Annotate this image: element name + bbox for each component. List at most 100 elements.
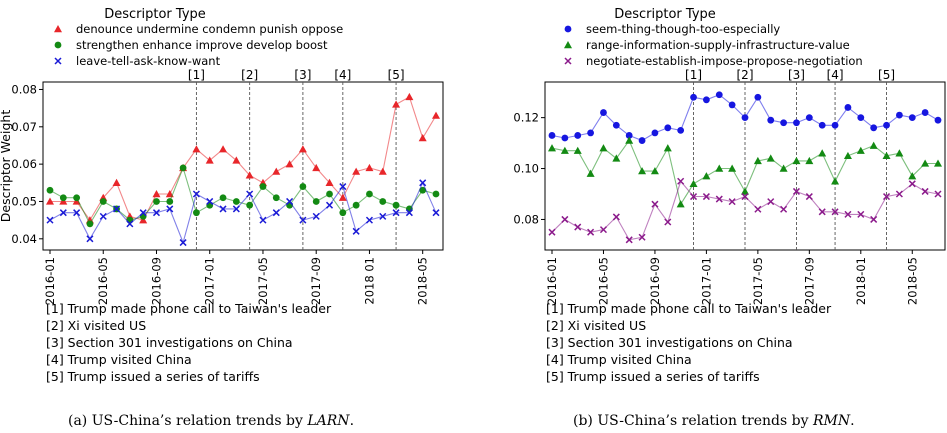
data-point (418, 134, 427, 142)
data-point (702, 172, 711, 180)
data-point (392, 201, 400, 209)
series-1 (548, 91, 942, 144)
legend-entry: leave-tell-ask-know-want (76, 54, 221, 68)
event-marker-label: [5] (878, 68, 895, 82)
data-point (365, 163, 374, 172)
data-point (638, 167, 647, 175)
data-point (379, 212, 387, 220)
data-point (574, 132, 582, 139)
data-point (272, 194, 280, 202)
y-tick-label: 0.06 (11, 157, 37, 171)
data-point (352, 201, 360, 209)
data-point (560, 146, 569, 154)
y-axis-label: Descriptor Weight (0, 110, 13, 223)
data-point (205, 156, 214, 164)
data-point (153, 198, 160, 205)
event-marker-label: [1] (188, 68, 205, 82)
data-point (219, 205, 227, 213)
data-point (312, 212, 320, 220)
data-point (298, 145, 307, 153)
legend-marker (564, 25, 572, 33)
x-tick-label: 2017-09 (802, 257, 816, 305)
x-tick-label: 2017-05 (751, 257, 765, 305)
data-point (728, 198, 736, 206)
x-tick-label: 2017-01 (699, 257, 713, 305)
event-note-b-5: [5] Trump issued a series of tariffs (546, 369, 760, 384)
legend-marker (564, 41, 572, 49)
y-tick-label: 0.10 (513, 162, 539, 176)
x-tick-label: 2016-09 (648, 257, 662, 305)
data-point (766, 154, 775, 162)
event-note-b-1: [1] Trump made phone call to Taiwan's le… (546, 301, 832, 316)
data-point (612, 154, 621, 162)
x-tick-label: 2016-01 (43, 257, 57, 305)
series-2 (46, 164, 440, 228)
x-tick-label: 2018 01 (362, 257, 376, 305)
legend-marker (54, 57, 62, 65)
event-marker-label: [4] (827, 68, 844, 82)
data-point (883, 121, 890, 129)
data-point (676, 200, 685, 208)
x-tick-label: 2016-01 (545, 257, 559, 305)
event-marker-label: [3] (294, 68, 311, 82)
legend-entry: seem-thing-though-too-especially (586, 22, 780, 36)
data-point (805, 193, 813, 201)
caption-b: (b) US-China’s relation trends by RMN. (573, 413, 855, 429)
data-point (792, 156, 801, 165)
data-point (883, 193, 891, 201)
data-point (844, 210, 852, 218)
data-point (896, 111, 903, 119)
data-point (586, 169, 595, 177)
data-point (352, 167, 361, 175)
data-point (921, 187, 929, 195)
data-point (325, 201, 334, 209)
event-marker-label: [4] (334, 68, 351, 82)
data-point (86, 235, 94, 243)
event-note-b-4: [4] Trump visited China (546, 352, 692, 367)
data-point (339, 209, 347, 217)
legend-marker (54, 41, 62, 49)
event-note-a-1: [1] Trump made phone call to Taiwan's le… (46, 301, 332, 316)
x-tick-label: 2016-09 (149, 257, 163, 305)
data-point (921, 159, 930, 167)
event-marker-label: [2] (241, 68, 258, 82)
y-tick-label: 0.07 (11, 120, 37, 134)
data-point (908, 172, 917, 180)
data-point (548, 144, 556, 152)
data-point (286, 197, 294, 205)
data-point (856, 146, 865, 154)
data-point (754, 93, 762, 101)
data-point (392, 100, 401, 108)
series-3 (548, 177, 942, 244)
data-point (285, 160, 294, 168)
data-point (831, 121, 839, 129)
data-point (166, 198, 174, 205)
data-point (741, 193, 749, 201)
data-point (548, 228, 556, 236)
data-point (651, 129, 659, 137)
data-point (767, 198, 775, 206)
event-note-a-5: [5] Trump issued a series of tariffs (46, 369, 260, 384)
data-point (599, 144, 608, 152)
data-point (352, 227, 360, 235)
data-point (664, 124, 672, 132)
event-note-a-4: [4] Trump visited China (46, 352, 192, 367)
legend-marker (564, 57, 572, 65)
series-2 (548, 136, 942, 208)
data-point (843, 151, 852, 160)
data-point (561, 134, 569, 142)
data-point (908, 114, 916, 122)
data-point (365, 216, 373, 224)
y-tick-label: 0.05 (11, 194, 37, 208)
data-point (338, 193, 347, 201)
data-point (651, 200, 659, 208)
data-point (59, 209, 67, 217)
y-tick-label: 0.08 (11, 82, 37, 96)
data-point (625, 236, 633, 244)
x-tick-label: 2017-09 (309, 257, 323, 305)
data-point (805, 114, 813, 122)
y-tick-label: 0.04 (11, 232, 37, 246)
data-point (312, 163, 321, 172)
data-point (882, 151, 891, 160)
